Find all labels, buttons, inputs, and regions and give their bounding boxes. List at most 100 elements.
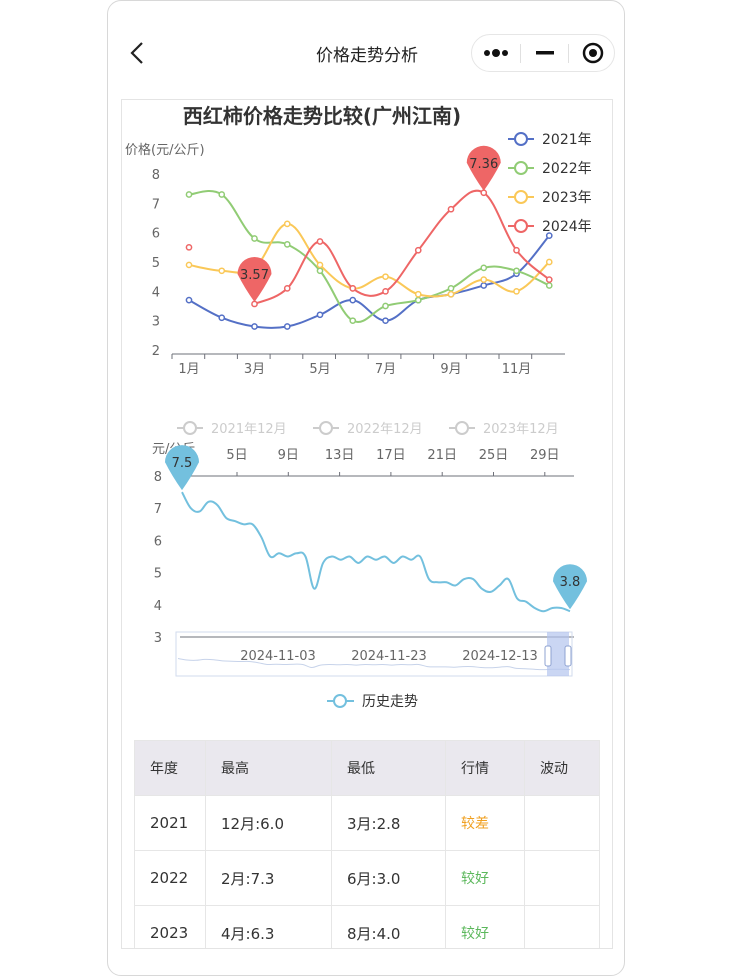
cell-year: 2022 xyxy=(134,850,206,906)
header-low: 最低 xyxy=(331,740,446,796)
y-tick-label: 5 xyxy=(154,567,162,582)
data-point xyxy=(283,323,291,330)
more-dots-icon xyxy=(483,49,508,57)
data-point xyxy=(316,311,324,319)
y-tick-label: 2 xyxy=(152,344,160,359)
data-point xyxy=(316,267,324,275)
data-point xyxy=(251,323,258,330)
cell-low: 3月:2.8 xyxy=(331,795,446,851)
data-point xyxy=(382,287,389,295)
legend-item[interactable]: 2021年12月 xyxy=(177,421,287,437)
y-tick-label: 3 xyxy=(154,631,162,646)
pin-label: 7.5 xyxy=(172,456,193,471)
y-tick-label: 7 xyxy=(154,502,162,517)
capsule-divider xyxy=(568,44,569,63)
capsule-divider xyxy=(520,44,521,63)
top-axis-tick-label: 9日 xyxy=(278,448,299,463)
top-axis-tick-label: 21日 xyxy=(427,448,457,463)
legend-item[interactable]: 2023年12月 xyxy=(449,421,559,437)
slider-handle-right[interactable] xyxy=(564,645,572,667)
trend-text: 较差 xyxy=(461,816,489,832)
cell-wave xyxy=(524,905,600,948)
data-point xyxy=(218,314,226,322)
legend-circle-icon xyxy=(514,132,528,146)
history-trend-chart: 2021年12月 2022年12月 2023年12月 5日 9日 13日 17日 21日 25日… xyxy=(152,421,587,710)
minimize-button[interactable] xyxy=(521,35,568,71)
data-point xyxy=(283,285,291,292)
legend-item[interactable]: 2021年 xyxy=(508,132,592,148)
cell-wave xyxy=(524,795,600,851)
x-tick-label: 3月 xyxy=(244,362,265,377)
cell-year: 2021 xyxy=(134,795,206,851)
data-point xyxy=(480,276,488,283)
min-marker: 3.8 xyxy=(553,564,587,610)
data-point xyxy=(480,189,488,197)
data-point xyxy=(545,282,553,289)
y-tick-label: 6 xyxy=(152,227,160,242)
x-tick-label: 2024-11-23 xyxy=(351,649,427,664)
data-point xyxy=(513,267,520,275)
data-point xyxy=(316,238,324,245)
cell-low: 6月:3.0 xyxy=(331,850,446,906)
legend-circle-icon xyxy=(455,421,469,435)
legend-item[interactable]: 2024年 xyxy=(508,219,592,235)
data-point xyxy=(185,296,193,304)
max-min-marker: 7.36 xyxy=(466,145,501,191)
x-tick-label: 9月 xyxy=(440,362,461,377)
table-header-row: 年度 最高 最低 行情 波动 xyxy=(134,740,600,796)
pin-shape xyxy=(165,445,199,491)
legend-circle-icon xyxy=(319,421,333,435)
pin-label: 3.8 xyxy=(560,575,581,590)
data-point xyxy=(545,276,553,283)
series-line-2024年 xyxy=(254,189,550,305)
pin-label: 7.36 xyxy=(469,157,498,172)
data-point xyxy=(382,273,389,281)
top-axis-tick-label: 5日 xyxy=(226,448,247,463)
data-point xyxy=(447,285,455,292)
cell-trend: 较差 xyxy=(445,795,525,851)
data-point xyxy=(251,300,258,308)
legend-circle-icon xyxy=(514,161,528,175)
legend-item[interactable]: 2022年12月 xyxy=(313,421,423,437)
y-tick-label: 4 xyxy=(152,285,160,300)
data-point xyxy=(283,220,291,228)
table-row: 2023 4月:6.3 8月:4.0 较好 xyxy=(134,905,600,948)
data-point xyxy=(185,243,193,251)
top-axis-tick-label: 25日 xyxy=(479,448,509,463)
table-row: 2021 12月:6.0 3月:2.8 较差 xyxy=(134,795,600,851)
y-tick-label: 4 xyxy=(154,599,162,614)
data-point xyxy=(382,317,389,325)
slider-handle-left[interactable] xyxy=(544,645,552,667)
pin-shape xyxy=(466,145,501,191)
data-point xyxy=(545,232,553,239)
slider-selection[interactable] xyxy=(547,632,569,676)
legend-item[interactable]: 历史走势 xyxy=(327,694,418,710)
close-button[interactable] xyxy=(569,35,616,71)
max-min-marker: 3.57 xyxy=(237,256,272,302)
slider-preview-line xyxy=(177,658,571,671)
mini-program-capsule xyxy=(471,34,615,72)
data-point xyxy=(545,258,553,266)
data-point xyxy=(480,264,488,272)
top-axis-tick-label: 29日 xyxy=(530,448,560,463)
data-point xyxy=(513,287,520,295)
series-line-2022年 xyxy=(188,190,550,324)
scroll-content: 西红柿价格走势比较(广州江南) 价格(元/公斤) 2 3 4 5 6 7 8 1月 3月 5月 7月 9月… xyxy=(121,99,613,949)
chart-title: 西红柿价格走势比较(广州江南) xyxy=(183,104,461,128)
data-point xyxy=(218,267,226,275)
data-point xyxy=(414,246,422,254)
legend-item[interactable]: 2022年 xyxy=(508,161,592,177)
data-zoom-slider[interactable] xyxy=(175,631,573,677)
legend-label: 2022年 xyxy=(542,161,592,177)
more-button[interactable] xyxy=(472,35,519,71)
x-tick-label: 2024-11-03 xyxy=(240,649,316,664)
data-point xyxy=(185,191,193,198)
legend-label: 2023年12月 xyxy=(483,422,559,437)
back-button[interactable] xyxy=(126,39,150,67)
cell-year: 2023 xyxy=(134,905,206,948)
series-line-2023年 xyxy=(188,222,550,298)
header-high: 最高 xyxy=(205,740,332,796)
top-axis-tick-label: 17日 xyxy=(376,448,406,463)
history-line xyxy=(181,491,571,613)
legend-item[interactable]: 2023年 xyxy=(508,190,592,206)
